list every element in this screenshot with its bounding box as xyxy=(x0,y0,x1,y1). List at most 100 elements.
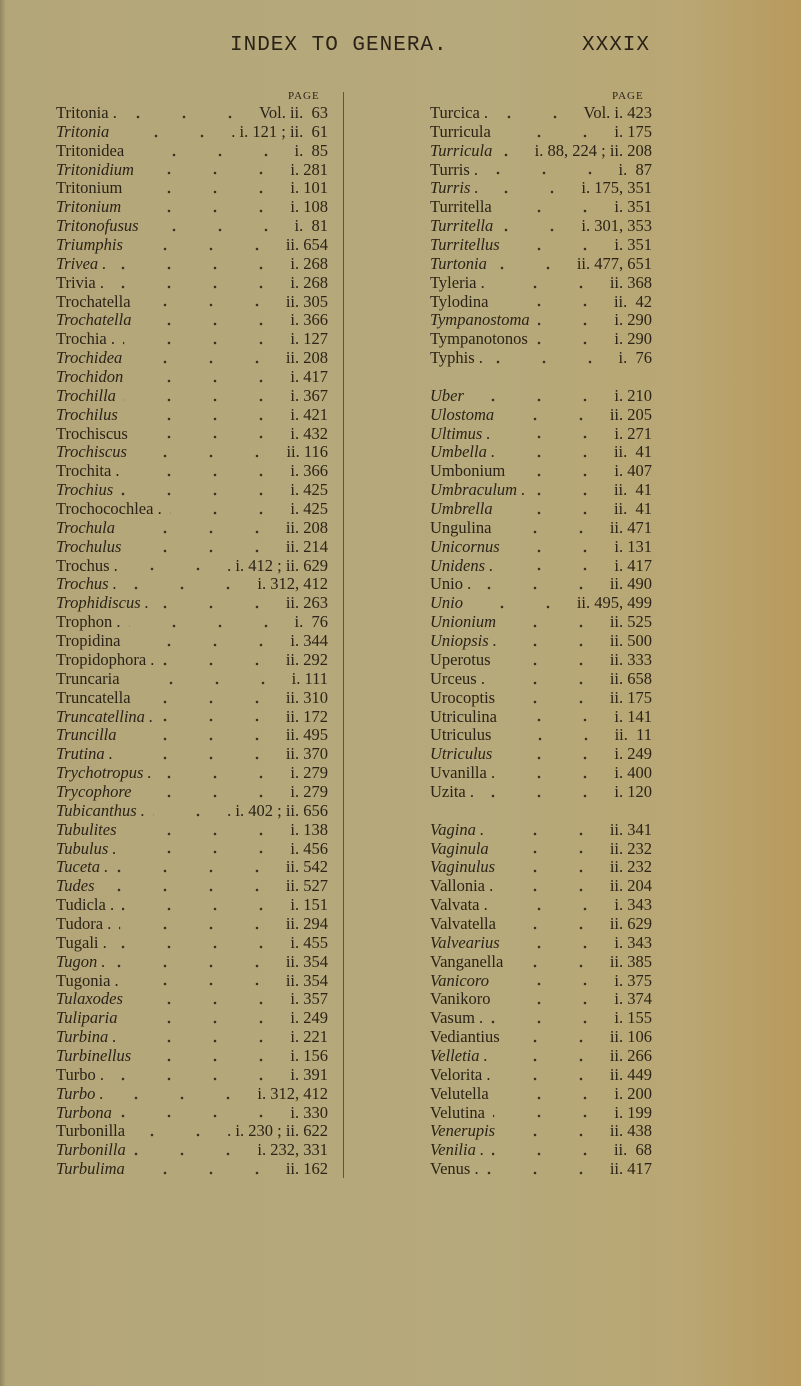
page-reference: i. 421 xyxy=(290,404,328,424)
dot-leader xyxy=(500,141,529,161)
genus-name: Trochita . xyxy=(56,461,120,481)
page-reference: i. 351 xyxy=(614,235,652,255)
index-entry: Turbonilla i. 232, 331 xyxy=(56,1140,328,1161)
genus-name: Tritonium xyxy=(56,178,123,198)
page-reference: i. 268 xyxy=(290,272,328,292)
index-entry: Truncatellina . ii. 172 xyxy=(56,706,328,727)
dot-leader xyxy=(157,594,280,614)
genus-name: Tudicla . xyxy=(56,895,115,915)
index-entry: Velletia . ii. 266 xyxy=(430,1046,652,1066)
page-reference: ii. 263 xyxy=(285,593,328,613)
page-reference: i. 101 xyxy=(290,178,328,198)
index-entry: Turritellus i. 351 xyxy=(430,235,652,255)
dot-leader xyxy=(499,518,604,538)
dot-leader xyxy=(162,650,280,670)
dot-leader xyxy=(499,122,608,142)
genus-name: Vallonia . xyxy=(430,876,494,896)
page-reference: i. 375 xyxy=(614,970,652,990)
dot-leader xyxy=(491,1009,608,1029)
dot-leader xyxy=(505,707,608,727)
index-entry: Tubicanthus . . i. 402 ; ii. 656 xyxy=(56,801,328,821)
index-entry: Trochita . i. 366 xyxy=(56,461,328,482)
dot-leader xyxy=(127,971,280,991)
page-reference: ii. 292 xyxy=(285,649,328,669)
page-reference: i. 425 xyxy=(290,499,328,519)
dot-leader xyxy=(103,877,280,897)
genus-name: Trophidiscus . xyxy=(56,593,149,613)
page-reference: i. 366 xyxy=(290,461,328,481)
page-reference: i. 76 xyxy=(618,348,652,368)
page-reference: ii. 41 xyxy=(613,442,652,462)
page-reference: i. 151 xyxy=(290,895,328,915)
genus-name: Turbonilla xyxy=(56,1140,126,1160)
page-reference: ii. 294 xyxy=(285,913,328,933)
dot-leader xyxy=(125,575,251,595)
page-reference: i. 357 xyxy=(290,989,328,1009)
index-entry: Turtonia ii. 477, 651 xyxy=(430,254,652,274)
dot-leader xyxy=(482,782,608,802)
dot-leader xyxy=(130,349,280,369)
dot-leader xyxy=(139,782,284,802)
index-entry: Ultimus . i. 271 xyxy=(430,424,652,444)
genus-name: Umbonium xyxy=(430,461,506,481)
genus-name: Tympanostoma xyxy=(430,310,530,330)
dot-leader xyxy=(508,933,608,953)
dot-leader xyxy=(508,236,608,255)
genus-name: Umbella . xyxy=(430,442,496,462)
index-entry: Utriculus i. 249 xyxy=(430,744,652,765)
page-reference: i. 76 xyxy=(294,612,328,632)
index-entry: Tritonium i. 108 xyxy=(56,197,328,218)
page-reference: i. 312, 412 xyxy=(257,1083,328,1103)
index-entry: Tylodina ii. 42 xyxy=(430,291,652,312)
genus-name: Truncaria xyxy=(56,668,120,688)
page-reference: ii. 654 xyxy=(285,235,328,255)
page-reference: i. 312, 412 xyxy=(257,574,328,594)
dot-leader xyxy=(130,179,284,199)
dot-leader xyxy=(128,669,286,689)
page-reference: i. 200 xyxy=(614,1083,652,1103)
genus-name: Truncatellina . xyxy=(56,706,154,726)
index-entry: Turris . i. 87 xyxy=(430,160,652,180)
dot-leader xyxy=(501,500,608,519)
page-reference: i. 131 xyxy=(614,536,652,556)
page-reference: ii. 370 xyxy=(285,744,328,764)
dot-leader xyxy=(500,745,608,765)
index-entry: Trochiscus i. 432 xyxy=(56,424,328,444)
index-entry: Tropidophora . ii. 292 xyxy=(56,649,328,670)
genus-name: Vasum . xyxy=(430,1008,484,1028)
dot-leader xyxy=(496,1046,604,1066)
page-reference: ii. 232 xyxy=(609,857,652,877)
page-reference: ii. 42 xyxy=(613,291,652,311)
genus-name: Vagina . xyxy=(430,819,485,839)
page-reference: ii. 116 xyxy=(286,442,328,462)
index-entry: Tudes ii. 527 xyxy=(56,876,328,897)
dot-leader xyxy=(499,650,604,670)
dot-leader xyxy=(125,1028,284,1047)
page-reference: . i. 121 ; ii. 61 xyxy=(231,121,328,141)
dot-leader xyxy=(160,764,284,783)
dot-leader xyxy=(125,1009,284,1029)
index-entry: Tulaxodes i. 357 xyxy=(56,989,328,1010)
genus-name: Unio xyxy=(430,593,463,613)
genus-name: Vediantius xyxy=(430,1027,500,1047)
dot-leader xyxy=(513,462,608,482)
dot-leader xyxy=(536,330,608,350)
page-reference: ii. 172 xyxy=(285,706,328,726)
index-entry: Trochiscus ii. 116 xyxy=(56,442,328,463)
dot-leader xyxy=(112,1084,251,1104)
dot-leader xyxy=(499,726,609,746)
dot-leader xyxy=(486,160,613,180)
index-entry: Tropidina i. 344 xyxy=(56,631,328,651)
genus-name: Tritonia xyxy=(56,121,110,141)
dot-leader xyxy=(487,1160,604,1179)
genus-name: Tritonidea xyxy=(56,140,125,160)
dot-leader xyxy=(503,858,604,878)
dot-leader xyxy=(125,726,280,746)
index-entry: Triumphis ii. 654 xyxy=(56,235,328,255)
genus-name: Turbina . xyxy=(56,1027,117,1047)
genus-name: Trochilla xyxy=(56,385,116,405)
page-reference: i. 343 xyxy=(614,932,652,952)
page-reference: i. 279 xyxy=(290,763,328,783)
index-entry: Trochus . i. 312, 412 xyxy=(56,574,328,595)
dot-leader xyxy=(492,820,604,840)
